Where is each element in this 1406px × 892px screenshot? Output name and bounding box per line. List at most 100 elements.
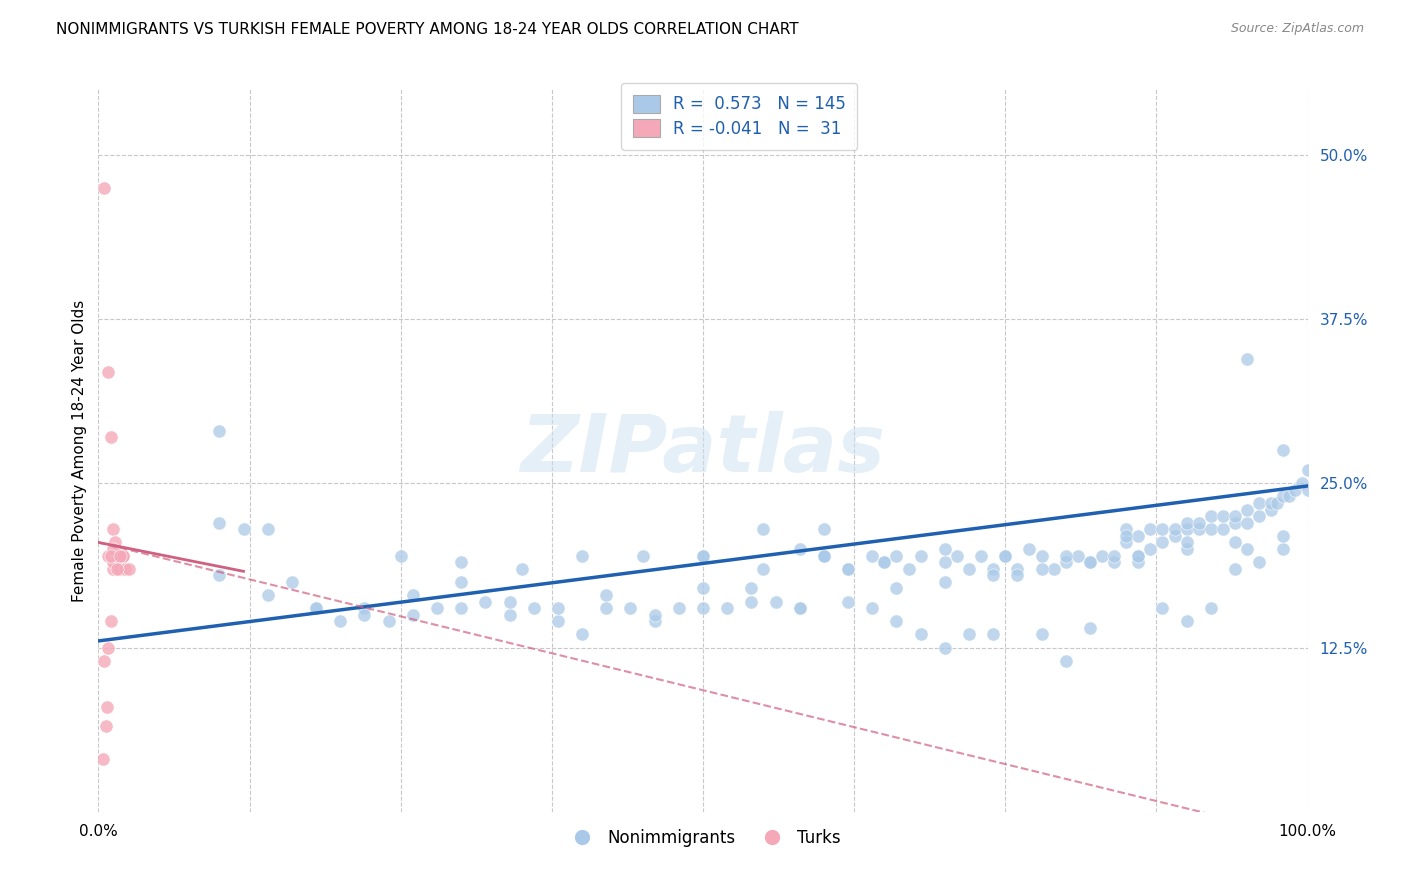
Point <box>1078 555 1101 569</box>
Point <box>1054 549 1077 563</box>
Point <box>101 562 124 576</box>
Point <box>1296 483 1319 497</box>
Point <box>957 627 980 641</box>
Point <box>1272 443 1295 458</box>
Point <box>1223 535 1246 549</box>
Point <box>571 549 593 563</box>
Point <box>1152 522 1174 536</box>
Point <box>595 601 617 615</box>
Point <box>498 607 520 622</box>
Point <box>107 549 129 563</box>
Point <box>1091 549 1114 563</box>
Point <box>105 549 128 563</box>
Point <box>101 555 124 569</box>
Point <box>740 594 762 608</box>
Point <box>789 601 811 615</box>
Point <box>934 541 956 556</box>
Point <box>934 555 956 569</box>
Point <box>1199 522 1222 536</box>
Point <box>108 549 131 563</box>
Point <box>1078 555 1101 569</box>
Point <box>644 614 666 628</box>
Point <box>860 601 883 615</box>
Point <box>1199 601 1222 615</box>
Point <box>946 549 969 563</box>
Point <box>1212 509 1234 524</box>
Text: ZIPatlas: ZIPatlas <box>520 411 886 490</box>
Point <box>114 562 136 576</box>
Point <box>1175 614 1198 628</box>
Point <box>1249 509 1271 524</box>
Point <box>100 549 122 563</box>
Point <box>752 562 775 576</box>
Point <box>1031 627 1053 641</box>
Point <box>910 627 932 641</box>
Point <box>1128 549 1150 563</box>
Point <box>450 555 472 569</box>
Point <box>96 699 118 714</box>
Point <box>402 607 425 622</box>
Legend: Nonimmigrants, Turks: Nonimmigrants, Turks <box>558 822 848 854</box>
Point <box>1236 541 1258 556</box>
Point <box>101 522 124 536</box>
Point <box>910 549 932 563</box>
Point <box>1223 516 1246 530</box>
Point <box>1249 496 1271 510</box>
Point <box>108 562 131 576</box>
Point <box>1031 562 1053 576</box>
Point <box>1260 502 1282 516</box>
Point <box>1267 496 1289 510</box>
Point <box>837 562 859 576</box>
Point <box>547 614 569 628</box>
Point <box>981 568 1004 582</box>
Point <box>97 549 120 563</box>
Point <box>860 549 883 563</box>
Point <box>873 555 896 569</box>
Point <box>1078 621 1101 635</box>
Point <box>1031 549 1053 563</box>
Point <box>1128 555 1150 569</box>
Point <box>1272 490 1295 504</box>
Point <box>426 601 449 615</box>
Point <box>1067 549 1090 563</box>
Point <box>510 562 533 576</box>
Point <box>1278 490 1301 504</box>
Point <box>94 719 117 733</box>
Point <box>1272 529 1295 543</box>
Point <box>740 582 762 596</box>
Point <box>353 601 375 615</box>
Point <box>752 522 775 536</box>
Point <box>897 562 920 576</box>
Point <box>1236 351 1258 366</box>
Point <box>93 654 115 668</box>
Point <box>1128 529 1150 543</box>
Point <box>970 549 993 563</box>
Point <box>692 549 714 563</box>
Point <box>571 627 593 641</box>
Point <box>1199 509 1222 524</box>
Point <box>118 562 141 576</box>
Point <box>1236 502 1258 516</box>
Point <box>1296 463 1319 477</box>
Point <box>97 365 120 379</box>
Point <box>101 541 124 556</box>
Point <box>1272 541 1295 556</box>
Point <box>1007 562 1029 576</box>
Point <box>813 549 835 563</box>
Point <box>208 516 231 530</box>
Point <box>1260 496 1282 510</box>
Point <box>1042 562 1064 576</box>
Point <box>981 627 1004 641</box>
Y-axis label: Female Poverty Among 18-24 Year Olds: Female Poverty Among 18-24 Year Olds <box>72 300 87 601</box>
Point <box>994 549 1017 563</box>
Point <box>105 555 128 569</box>
Point <box>208 424 231 438</box>
Point <box>389 549 412 563</box>
Point <box>1223 562 1246 576</box>
Point <box>1139 541 1161 556</box>
Point <box>100 549 122 563</box>
Point <box>644 607 666 622</box>
Point <box>108 562 131 576</box>
Point <box>402 588 425 602</box>
Point <box>111 549 134 563</box>
